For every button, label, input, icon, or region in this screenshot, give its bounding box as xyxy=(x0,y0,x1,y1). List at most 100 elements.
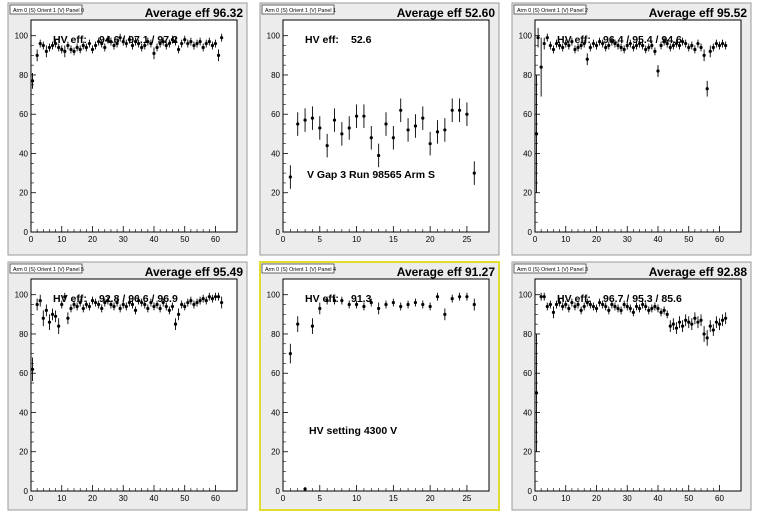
data-point xyxy=(696,41,700,46)
y-tick-label: 80 xyxy=(271,330,280,339)
data-point xyxy=(93,300,98,305)
x-tick-label: 20 xyxy=(88,494,97,503)
data-point xyxy=(69,47,73,52)
x-tick-label: 60 xyxy=(211,235,220,244)
x-tick-label: 0 xyxy=(533,494,538,503)
data-point xyxy=(63,49,67,54)
data-point xyxy=(610,302,614,307)
data-point xyxy=(542,41,546,46)
y-tick-label: 100 xyxy=(267,32,281,41)
data-point xyxy=(204,298,208,303)
x-tick-label: 0 xyxy=(281,494,286,503)
data-point xyxy=(684,318,688,322)
data-point xyxy=(210,297,215,301)
data-point xyxy=(653,49,657,54)
data-point xyxy=(625,304,629,309)
data-point xyxy=(53,41,58,46)
data-point xyxy=(472,171,476,175)
x-tick-label: 40 xyxy=(150,494,159,503)
data-point xyxy=(668,45,672,50)
data-point xyxy=(78,47,82,52)
y-tick-label: 0 xyxy=(276,228,281,237)
data-point xyxy=(406,128,410,132)
data-point xyxy=(570,300,574,305)
y-tick-label: 0 xyxy=(528,487,533,496)
y-tick-label: 0 xyxy=(528,228,533,237)
data-point xyxy=(60,47,64,52)
data-point xyxy=(210,43,215,48)
data-point xyxy=(399,304,403,309)
data-point xyxy=(173,39,178,44)
data-point xyxy=(347,126,351,130)
data-point xyxy=(137,41,141,46)
data-point xyxy=(539,295,543,299)
data-point xyxy=(296,122,300,126)
data-point xyxy=(38,41,42,46)
panel-label: Arm 0 (S) Orient 1 (V) Panel 2 xyxy=(517,8,588,14)
data-point xyxy=(216,295,221,299)
y-tick-label: 100 xyxy=(519,32,533,41)
panel-label-box xyxy=(261,4,335,15)
x-tick-label: 10 xyxy=(57,494,66,503)
data-point xyxy=(97,39,101,44)
panel-label: Arm 0 (S) Orient 1 (V) Panel 4 xyxy=(265,267,336,273)
data-point xyxy=(597,39,602,44)
data-point xyxy=(535,132,539,136)
data-points xyxy=(535,292,728,452)
data-point xyxy=(50,43,55,48)
data-point xyxy=(551,47,556,52)
data-point xyxy=(579,43,583,48)
plot-frame xyxy=(30,19,238,233)
data-point xyxy=(183,304,187,309)
data-point xyxy=(435,295,440,299)
data-point xyxy=(674,326,679,330)
data-point xyxy=(616,43,620,48)
data-point xyxy=(656,69,660,73)
x-tick-label: 10 xyxy=(561,235,570,244)
data-point xyxy=(604,304,608,309)
data-point xyxy=(347,302,351,307)
data-point xyxy=(680,39,685,44)
data-point xyxy=(109,302,113,307)
data-points xyxy=(535,27,728,193)
data-point xyxy=(115,41,119,46)
data-point xyxy=(213,41,218,46)
data-point xyxy=(699,45,703,50)
x-tick-label: 0 xyxy=(533,235,538,244)
average-eff-header: Average eff 91.27 xyxy=(397,265,496,279)
data-points xyxy=(31,292,224,382)
data-point xyxy=(628,41,632,46)
x-tick-label: 40 xyxy=(654,494,663,503)
data-point xyxy=(41,316,45,320)
data-point xyxy=(180,302,184,307)
data-point xyxy=(604,45,608,50)
data-point xyxy=(149,300,153,305)
data-point xyxy=(220,36,224,40)
data-point xyxy=(310,116,315,120)
data-point xyxy=(161,300,165,305)
data-point xyxy=(325,298,329,303)
panel-label-box xyxy=(513,263,587,274)
data-point xyxy=(318,126,322,130)
data-point xyxy=(146,306,150,311)
data-point xyxy=(384,122,388,126)
y-tick-label: 60 xyxy=(523,369,532,378)
data-point xyxy=(576,45,580,50)
data-point xyxy=(133,308,138,313)
data-point xyxy=(149,41,153,46)
data-point xyxy=(201,297,205,301)
plot-frame xyxy=(534,19,742,233)
x-tick-label: 10 xyxy=(352,494,361,503)
data-point xyxy=(705,336,709,340)
data-point xyxy=(90,298,95,303)
data-point xyxy=(189,39,193,44)
y-tick-label: 0 xyxy=(24,228,29,237)
data-point xyxy=(677,43,682,48)
y-tick-label: 40 xyxy=(271,408,280,417)
data-point xyxy=(44,49,48,54)
data-point xyxy=(127,300,131,305)
data-point xyxy=(548,302,552,307)
data-point xyxy=(421,116,425,120)
data-point xyxy=(465,295,469,299)
data-point xyxy=(693,316,697,320)
